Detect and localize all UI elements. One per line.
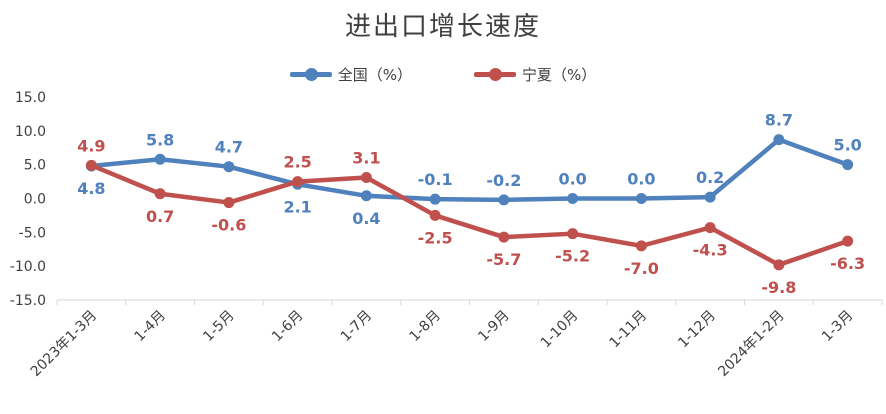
x-tick-label: 1-8月 xyxy=(407,308,444,345)
data-point-national xyxy=(223,161,235,173)
data-point-ningxia xyxy=(842,235,854,247)
x-tick-label: 1-12月 xyxy=(675,308,719,352)
data-point-ningxia xyxy=(498,231,510,243)
data-label-national: 5.0 xyxy=(833,136,861,155)
data-label-ningxia: -9.8 xyxy=(761,278,796,297)
data-point-national xyxy=(704,191,716,203)
series-line-national xyxy=(89,137,850,203)
data-label-ningxia: 4.9 xyxy=(77,136,105,155)
legend-label-national: 全国（%） xyxy=(337,65,412,84)
legend-item-ningxia: 宁夏（%） xyxy=(474,62,596,86)
data-label-national: -0.1 xyxy=(418,170,453,189)
legend-swatch-ningxia xyxy=(474,67,516,81)
data-point-ningxia xyxy=(154,188,166,200)
data-label-ningxia: -2.5 xyxy=(418,228,453,247)
data-label-national: 4.8 xyxy=(77,179,105,198)
data-label-national: 0.0 xyxy=(558,170,586,189)
x-tick-label: 1-4月 xyxy=(132,308,169,345)
y-tick-label: 0.0 xyxy=(24,192,46,208)
chart-title: 进出口增长速度 xyxy=(344,12,541,42)
data-point-national xyxy=(498,194,510,206)
data-point-ningxia xyxy=(773,259,785,271)
y-axis: 15.0 10.0 5.0 0.0 -5.0 -10.0 -15.0 xyxy=(10,90,46,309)
x-tick-label: 1-6月 xyxy=(269,308,306,345)
y-tick-label: 5.0 xyxy=(24,158,46,174)
data-label-ningxia: 3.1 xyxy=(352,149,380,168)
data-label-ningxia: 2.5 xyxy=(283,153,311,172)
data-point-national xyxy=(773,134,785,146)
data-label-national: 8.7 xyxy=(765,111,793,130)
y-tick-label: -5.0 xyxy=(19,225,46,241)
x-tick-label: 2023年1-3月 xyxy=(28,308,100,380)
x-tick-label: 1-9月 xyxy=(475,308,512,345)
data-label-ningxia: -7.0 xyxy=(624,259,659,278)
legend-label-ningxia: 宁夏（%） xyxy=(522,65,597,84)
data-label-ningxia: -5.7 xyxy=(486,250,521,269)
x-tick-label: 1-7月 xyxy=(338,308,375,345)
data-point-national xyxy=(567,193,579,204)
x-tick-label: 1-3月 xyxy=(819,308,856,345)
data-point-ningxia xyxy=(429,209,441,221)
legend-swatch-national xyxy=(289,67,332,81)
data-label-national: 0.0 xyxy=(627,170,655,189)
data-label-national: 2.1 xyxy=(283,197,311,216)
x-tick-label: 1-5月 xyxy=(200,308,237,345)
data-label-ningxia: 0.7 xyxy=(146,207,174,226)
series-line-ningxia xyxy=(89,163,850,268)
data-point-national xyxy=(635,193,647,204)
data-label-national: 4.7 xyxy=(215,138,243,157)
data-label-ningxia: -0.6 xyxy=(211,216,246,235)
legend-item-national: 全国（%） xyxy=(289,62,412,86)
y-tick-label: 10.0 xyxy=(15,124,46,140)
y-tick-label: -10.0 xyxy=(10,259,46,275)
series-layer xyxy=(85,134,854,271)
data-point-ningxia xyxy=(85,159,97,171)
data-label-layer: 4.8 5.8 4.7 2.1 0.4 -0.1 -0.2 0.0 0.0 0.2 8.7 5.0 4.… xyxy=(77,111,865,297)
x-tick-label: 1-10月 xyxy=(538,308,582,352)
data-label-ningxia: -4.3 xyxy=(693,241,728,260)
data-label-national: -0.2 xyxy=(486,171,521,190)
y-tick-label: 15.0 xyxy=(15,90,46,106)
data-label-ningxia: -6.3 xyxy=(830,254,865,273)
x-tick-label: 1-11月 xyxy=(607,308,651,352)
x-axis: 2023年1-3月 1-4月 1-5月 1-6月 1-7月 1-8月 1-9月 1-10月 1-… xyxy=(28,299,883,380)
data-point-national xyxy=(842,159,854,171)
data-point-ningxia xyxy=(360,172,372,184)
data-label-national: 5.8 xyxy=(146,130,174,149)
data-point-ningxia xyxy=(635,240,647,252)
legend: 全国（%） 宁夏（%） xyxy=(0,62,886,86)
data-point-ningxia xyxy=(292,176,304,188)
data-point-national xyxy=(360,190,372,202)
data-label-national: 0.4 xyxy=(352,209,380,228)
y-tick-label: -15.0 xyxy=(10,293,46,309)
data-point-ningxia xyxy=(704,222,716,234)
data-label-ningxia: -5.2 xyxy=(555,247,590,266)
data-label-national: 0.2 xyxy=(696,168,724,187)
data-point-ningxia xyxy=(567,228,579,240)
data-point-national xyxy=(429,193,441,205)
x-tick-label: 2024年1-2月 xyxy=(715,308,787,380)
data-point-ningxia xyxy=(223,197,235,209)
data-point-national xyxy=(154,153,166,165)
